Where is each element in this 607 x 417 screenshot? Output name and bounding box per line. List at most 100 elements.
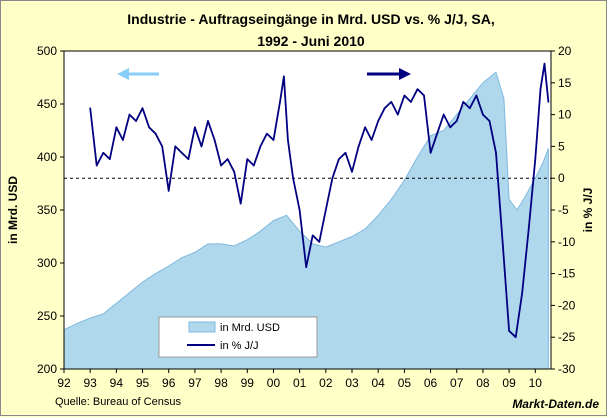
line-point [390,101,393,103]
x-tick-label: 04 [372,376,386,390]
line-point [501,241,504,243]
line-point [543,62,546,65]
line-point [161,145,163,148]
line-point [154,132,157,135]
x-tick-label: 06 [424,376,438,390]
right-tick-label: -25 [558,330,576,344]
legend-label-line: in % J/J [220,340,259,352]
right-tick-label: -15 [558,267,576,281]
line-point [416,88,419,90]
x-tick-label: 00 [267,376,281,390]
line-point [527,228,530,230]
x-tick-label: 10 [529,376,543,390]
right-tick-label: -30 [558,362,576,376]
line-point [469,107,471,109]
x-tick-label: 96 [162,376,176,390]
left-tick-label: 400 [37,150,57,164]
line-point [397,113,399,116]
line-point [462,101,465,103]
right-axis-label: in % J/J [581,188,595,233]
x-tick-label: 07 [450,376,464,390]
chart-title: Industrie - Auftragseingänge in Mrd. USD… [127,11,494,27]
line-point [213,139,216,141]
line-point [174,145,177,148]
line-point [338,158,340,160]
line-point [539,88,542,90]
line-point [383,107,386,109]
right-axis-ticks: 20 15 10 5 0 -5 -10 -15 -20 -25 -30 [551,44,576,376]
right-tick-label: 10 [558,108,572,122]
line-point [279,101,281,103]
line-point [410,101,412,103]
legend-swatch-area [188,321,216,333]
left-tick-label: 500 [37,44,57,58]
line-point [220,164,222,167]
line-point [181,152,183,154]
line-point [318,241,321,243]
line-point [508,330,510,332]
legend: in Mrd. USD in % J/J [158,316,318,358]
line-point [200,145,203,148]
line-point [488,120,491,122]
x-tick-label: 99 [241,376,255,390]
x-tick-label: 97 [188,376,202,390]
line-point [109,158,111,160]
line-point [187,158,190,160]
right-tick-label: 5 [558,139,565,153]
line-series-layer [89,62,550,339]
legend-label-area: in Mrd. USD [220,322,280,334]
left-axis-arrow [117,68,159,80]
line-point [167,190,170,192]
line-point [344,152,347,154]
area-series-mrd-usd [63,71,549,370]
right-tick-label: -10 [558,235,576,249]
line-point [429,152,432,154]
line-point [495,152,497,154]
left-tick-label: 450 [37,97,57,111]
line-point [475,94,478,97]
line-point [534,158,537,160]
line-point [423,94,425,97]
left-tick-label: 200 [37,362,57,376]
left-axis-ticks: 500 450 400 350 300 250 200 [37,44,64,376]
line-point [514,336,517,339]
line-point [226,158,229,160]
line-point [141,107,144,109]
legend-box [158,316,318,358]
line-point [259,145,262,148]
line-point [298,209,301,211]
line-point [292,177,294,179]
line-point [233,171,235,173]
line-point [283,75,285,78]
right-arrow-icon [399,68,411,80]
x-tick-label: 09 [502,376,516,390]
line-point [370,139,373,141]
x-tick-label: 93 [84,376,98,390]
line-point [128,113,131,116]
right-tick-label: 20 [558,44,572,58]
line-point [239,202,242,205]
line-point [521,291,523,294]
line-point [357,145,360,148]
line-point [115,126,118,129]
line-point [364,126,366,129]
line-point [95,164,98,167]
x-tick-label: 08 [476,376,490,390]
line-point [194,126,196,129]
line-point [89,107,91,109]
line-point [148,126,150,129]
line-point [325,209,327,211]
source-note: Quelle: Bureau of Census [55,396,181,408]
line-point [272,139,275,141]
line-point [455,120,458,122]
line-point [442,113,445,116]
line-point [135,120,137,122]
right-tick-label: 15 [558,76,572,90]
line-point [436,132,438,135]
left-tick-label: 350 [37,203,57,217]
chart-subtitle: 1992 - Juni 2010 [257,33,365,49]
left-tick-label: 250 [37,309,57,323]
x-tick-label: 02 [319,376,333,390]
